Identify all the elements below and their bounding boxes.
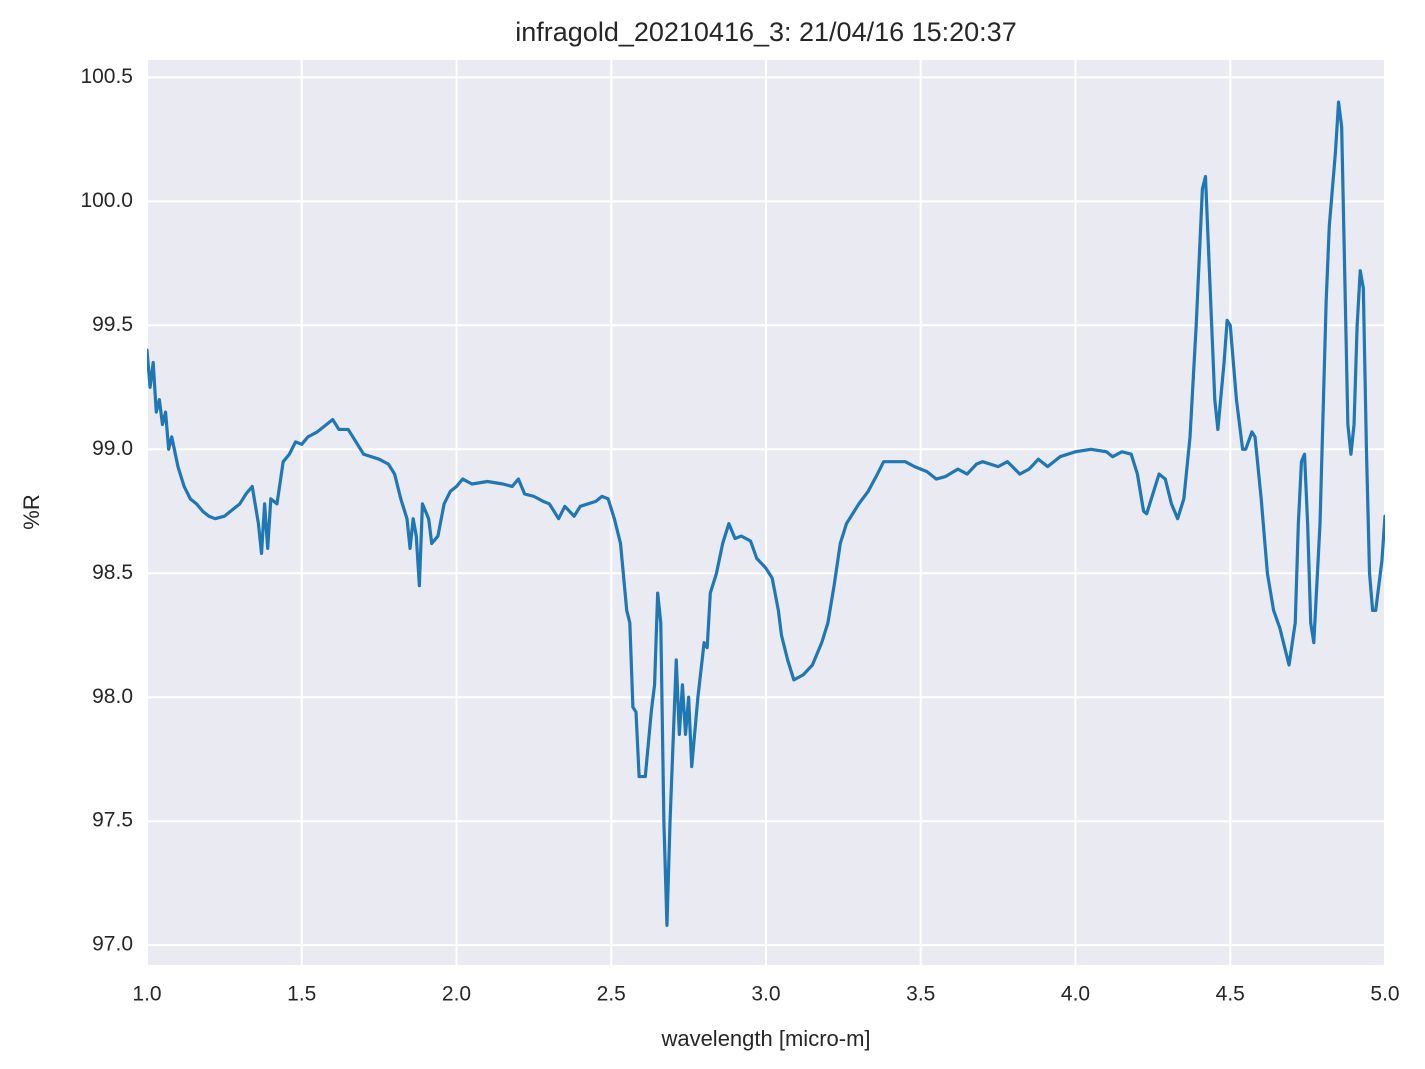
y-tick-label: 97.0 xyxy=(92,933,133,956)
y-tick-label: 97.5 xyxy=(92,809,133,832)
y-tick-label: 98.5 xyxy=(92,561,133,584)
y-tick-label: 99.0 xyxy=(92,437,133,460)
marks xyxy=(147,100,1385,927)
x-tick-label: 4.5 xyxy=(1216,983,1245,1006)
y-axis-label: %R xyxy=(19,494,44,529)
x-tick-label: 1.0 xyxy=(132,983,161,1006)
grid xyxy=(146,60,1386,965)
data-line xyxy=(147,100,1385,927)
y-tick-label: 100.0 xyxy=(80,189,133,212)
x-tick-label: 3.0 xyxy=(751,983,780,1006)
x-axis-label: wavelength [micro-m] xyxy=(660,1026,870,1051)
y-tick-label: 100.5 xyxy=(80,65,133,88)
x-tick-label: 3.5 xyxy=(906,983,935,1006)
x-tick-label: 1.5 xyxy=(287,983,316,1006)
chart-title: infragold_20210416_3: 21/04/16 15:20:37 xyxy=(515,17,1016,47)
x-tick-label: 2.5 xyxy=(597,983,626,1006)
labels: 97.0 97.5 98.0 98.5 99.0 99.5 100.0 100.5 1.0 1.5… xyxy=(80,65,1399,1006)
x-tick-label: 5.0 xyxy=(1370,983,1399,1006)
x-tick-label: 4.0 xyxy=(1061,983,1090,1006)
y-tick-label: 99.5 xyxy=(92,313,133,336)
x-tick-label: 2.0 xyxy=(442,983,471,1006)
y-tick-label: 98.0 xyxy=(92,685,133,708)
